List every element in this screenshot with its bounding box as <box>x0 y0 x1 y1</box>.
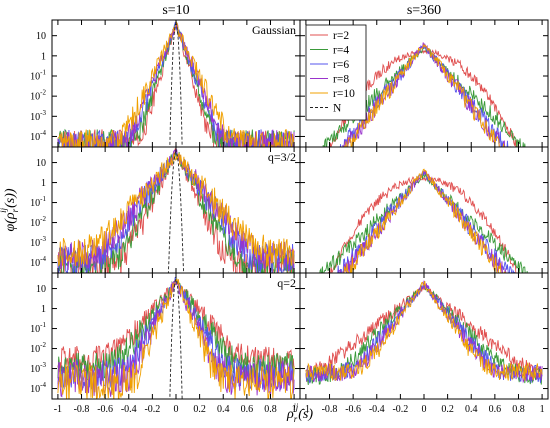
x-tick-label: 1 <box>540 404 545 415</box>
series-group <box>57 148 295 273</box>
legend-box <box>305 24 367 121</box>
y-tick-label: 10-1 <box>30 195 46 209</box>
series-line-r4 <box>319 172 528 273</box>
series-line-r2 <box>328 174 517 273</box>
panel-frame <box>51 19 301 148</box>
y-tick-label: 10-4 <box>30 255 46 269</box>
column-title-left: s=10 <box>162 3 189 18</box>
x-tick-label: -0.8 <box>322 404 338 415</box>
series-line-r10 <box>57 152 295 268</box>
x-tick-label: 0 <box>174 404 179 415</box>
x-tick-label: 0.4 <box>217 404 230 415</box>
x-tick-label: 0.2 <box>441 404 454 415</box>
y-tick-label: 10 <box>36 284 46 295</box>
x-tick-label: 0 <box>422 404 427 415</box>
y-tick-label: 10-3 <box>30 361 46 375</box>
series-line-r8 <box>338 169 507 273</box>
x-tick-label: 0.8 <box>512 404 525 415</box>
series-line-r8 <box>305 280 543 384</box>
x-tick-label: -0.8 <box>74 404 90 415</box>
y-tick-label: 10 <box>36 31 46 42</box>
series-line-r10 <box>343 43 507 147</box>
legend: r=2 r=4 r=6 r=8 r=10 N <box>305 24 367 121</box>
series-line-r2 <box>305 285 543 382</box>
y-tick-label: 10-4 <box>30 129 46 143</box>
series-line-r4 <box>57 276 295 384</box>
series-group <box>322 42 532 147</box>
y-tick-label: 10-2 <box>30 341 46 355</box>
series-line-r10 <box>305 281 543 381</box>
y-axis-label: φ(ρrij(s)) <box>0 188 20 231</box>
y-tick-label: 10-3 <box>30 109 46 123</box>
x-tick-label: -0.4 <box>121 404 137 415</box>
panel-r0-c0: 10-4 10-3 10-2 10-1 1 10 Gaussian <box>30 19 301 148</box>
series-group <box>57 21 295 147</box>
y-tick-label: 10-2 <box>30 215 46 229</box>
x-tick-label: -1 <box>54 404 62 415</box>
annotations: s=10 s=360 <box>162 3 441 18</box>
panel-frame <box>299 146 549 274</box>
series-group <box>319 168 528 273</box>
y-tick-label: 1 <box>41 304 46 315</box>
panel-label: Gaussian <box>252 23 296 37</box>
panel-label: q=2 <box>277 276 296 290</box>
y-tick-label: 10-4 <box>30 381 46 395</box>
y-tick-label: 10-3 <box>30 235 46 249</box>
y-tick-label: 10-2 <box>30 89 46 103</box>
series-line-r2 <box>329 48 518 147</box>
x-tick-label: -1 <box>302 404 310 415</box>
legend-label-r2: r=2 <box>333 30 349 42</box>
x-tick-label: 0.6 <box>489 404 502 415</box>
legend-label-r8: r=8 <box>333 74 349 86</box>
series-line-r8 <box>57 280 295 398</box>
y-tick-label: 1 <box>41 51 46 62</box>
x-tick-label: -0.2 <box>392 404 408 415</box>
panel-r1-c1 <box>299 146 549 274</box>
legend-label-N: N <box>333 103 342 115</box>
legend-label-r6: r=6 <box>333 59 349 71</box>
y-tick-label: 1 <box>41 178 46 189</box>
x-tick-label: -0.6 <box>345 404 361 415</box>
y-tick-label: 10-1 <box>30 321 46 335</box>
panel-r2-c1: -1 -0.8 -0.6 -0.4 -0.2 0 0.2 0.4 0.6 0.8 1 <box>299 272 549 415</box>
x-tick-label: -0.4 <box>369 404 385 415</box>
series-line-r10 <box>341 168 506 273</box>
x-tick-label: -0.2 <box>144 404 160 415</box>
x-tick-label: -0.6 <box>97 404 113 415</box>
series-group <box>57 276 295 399</box>
legend-label-r10: r=10 <box>333 88 355 100</box>
x-tick-label: 0.6 <box>241 404 254 415</box>
x-tick-label: 0.2 <box>193 404 206 415</box>
x-tick-label: 0.4 <box>465 404 478 415</box>
series-line-r10 <box>57 278 295 399</box>
panel-r0-c1 <box>299 19 549 148</box>
x-tick-label: 1 <box>292 404 297 415</box>
series-line-r8 <box>342 42 506 147</box>
y-tick-label: 10-1 <box>30 68 46 82</box>
series-line-r6 <box>337 170 516 273</box>
series-group <box>305 280 543 385</box>
panel-r1-c0: 10-4 10-3 10-2 10-1 1 10 q=3/2 <box>30 146 301 274</box>
column-title-right: s=360 <box>407 3 441 18</box>
y-tick-label: 10 <box>36 158 46 169</box>
legend-label-r4: r=4 <box>333 45 349 57</box>
x-tick-label: 0.8 <box>264 404 277 415</box>
series-line-r6 <box>57 22 295 147</box>
x-axis-label: ρrij(s) <box>286 402 313 424</box>
panel-label: q=3/2 <box>268 150 296 164</box>
